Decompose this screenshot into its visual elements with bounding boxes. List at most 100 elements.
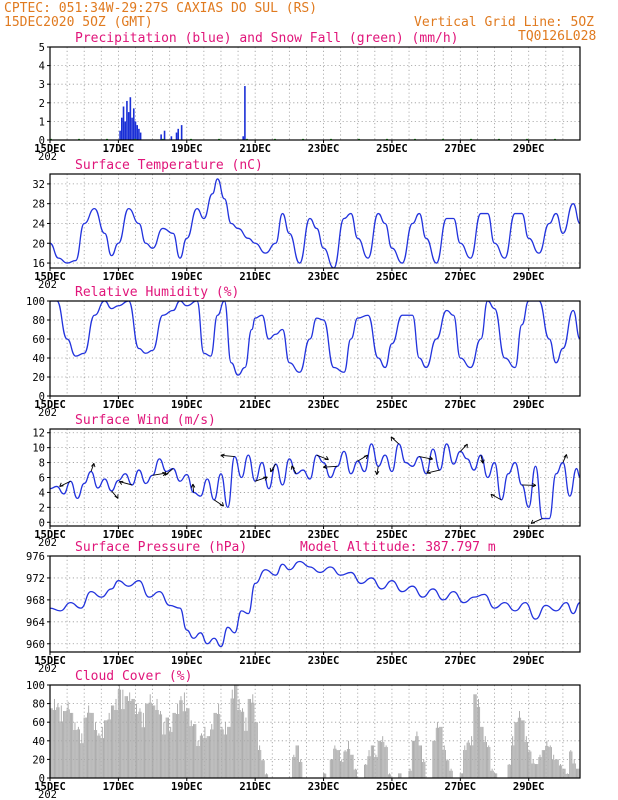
cloud-bar [548, 747, 550, 778]
cloud-bar [52, 710, 54, 778]
cloud-bar [489, 747, 491, 778]
cloud-bar [464, 745, 466, 778]
x-tick-label: 29DEC [513, 399, 545, 411]
cloud-bar [88, 705, 90, 778]
x-tick-label: 17DEC [103, 781, 135, 793]
cloud-bar [414, 740, 416, 778]
precip-bar [242, 136, 244, 140]
cloud-bar [69, 712, 71, 778]
cloud-bar [442, 750, 444, 778]
cloud-bar [118, 685, 120, 778]
cloud-bar [481, 726, 483, 778]
cloud-bar [296, 745, 298, 778]
cloud-bar [255, 722, 257, 778]
wind-arrow-head [426, 469, 431, 474]
cloud-bar [560, 764, 561, 778]
cloud-bar [116, 710, 118, 778]
cloud-bar [131, 698, 133, 778]
cloud-bar [267, 774, 269, 778]
cloud-bar [574, 763, 576, 778]
y-tick-label: 24 [32, 218, 45, 230]
x-tick-label: 17DEC [103, 271, 135, 283]
cloud-bar [474, 694, 476, 778]
cloud-bars [50, 685, 583, 778]
x-tick-label: 15DEC [34, 655, 66, 667]
cloud-bar [251, 702, 253, 778]
cloud-bar [185, 711, 186, 778]
cloud-bar [81, 733, 83, 778]
cloud-bar [174, 712, 176, 778]
y-tick-label: 972 [26, 573, 45, 585]
wind-arrow [316, 454, 329, 461]
cloud-bar [147, 703, 149, 778]
cloud-bar [369, 756, 371, 778]
cloud-bar [552, 759, 554, 778]
precip-bar [163, 130, 166, 140]
cloud-bar [348, 740, 349, 778]
wind-arrow-head [532, 483, 537, 488]
cloud-bar [187, 708, 189, 778]
cloud-bar [99, 735, 101, 778]
cloud-bar [236, 685, 238, 778]
cloud-bar [149, 694, 151, 778]
cloud-bar [134, 714, 136, 778]
cloud-bar [53, 698, 55, 778]
cloud-bar [522, 720, 524, 778]
cloud-bar [534, 764, 536, 778]
cloud-bar [441, 726, 443, 778]
cloud-bar [60, 705, 62, 778]
x-year-stub: 202 [38, 151, 57, 163]
cloud-bar [248, 698, 250, 778]
cloud-bar [179, 700, 181, 778]
cloud-bar [247, 698, 249, 778]
cloud-bar [582, 774, 583, 778]
cloud-bar [100, 738, 102, 778]
cloud-bar [250, 698, 251, 778]
x-tick-label: 23DEC [308, 655, 340, 667]
cloud-bar [65, 711, 67, 778]
cloud-bar [122, 689, 124, 778]
cloud-bar [56, 707, 58, 778]
cloud-bar [330, 759, 332, 778]
header-station: CPTEC: 051:34W-29:27S CAXIAS DO SUL (RS) [4, 1, 317, 16]
cloud-bar [66, 709, 68, 778]
cloud-bar [373, 745, 375, 778]
cloud-bar [515, 722, 517, 778]
cloud-bar [367, 756, 369, 778]
x-tick-label: 25DEC [376, 399, 408, 411]
cloud-bar [213, 712, 215, 778]
cloud-bar [389, 773, 391, 778]
cloud-bar [181, 700, 183, 778]
y-tick-label: 100 [26, 680, 45, 692]
cloud-bar [378, 740, 380, 778]
cloud-bar [50, 708, 52, 778]
cloud-bar [547, 746, 549, 778]
cloud-bar [536, 764, 538, 778]
cloud-bar [170, 726, 172, 778]
cloud-bar [545, 746, 547, 778]
panel-title: Precipitation (blue) and Snow Fall (gree… [75, 31, 459, 46]
x-year-stub: 202 [38, 537, 57, 549]
cloud-bar [443, 745, 445, 778]
cloud-bar [142, 712, 144, 778]
cloud-bar [533, 763, 535, 778]
cloud-bar [293, 754, 295, 778]
cloud-bar [97, 735, 99, 778]
wind-arrow [119, 481, 133, 486]
wind-arrow-head [290, 465, 296, 470]
wind-arrow-head [164, 471, 169, 476]
panel-frame [49, 173, 581, 269]
x-tick-label: 21DEC [239, 655, 271, 667]
cloud-bar [520, 717, 522, 778]
cloud-bar [84, 717, 86, 778]
cloud-bar [172, 712, 174, 778]
x-tick-label: 21DEC [239, 529, 271, 541]
wind-arrow-head [490, 493, 495, 499]
cloud-bar [77, 726, 79, 778]
header-grid-note: Vertical Grid Line: 5OZ [414, 15, 594, 30]
precip-bar [180, 125, 183, 140]
wind-arrow [562, 454, 567, 463]
y-tick-label: 10 [32, 443, 45, 455]
cloud-bar [75, 730, 77, 778]
cloud-bar [528, 751, 530, 778]
